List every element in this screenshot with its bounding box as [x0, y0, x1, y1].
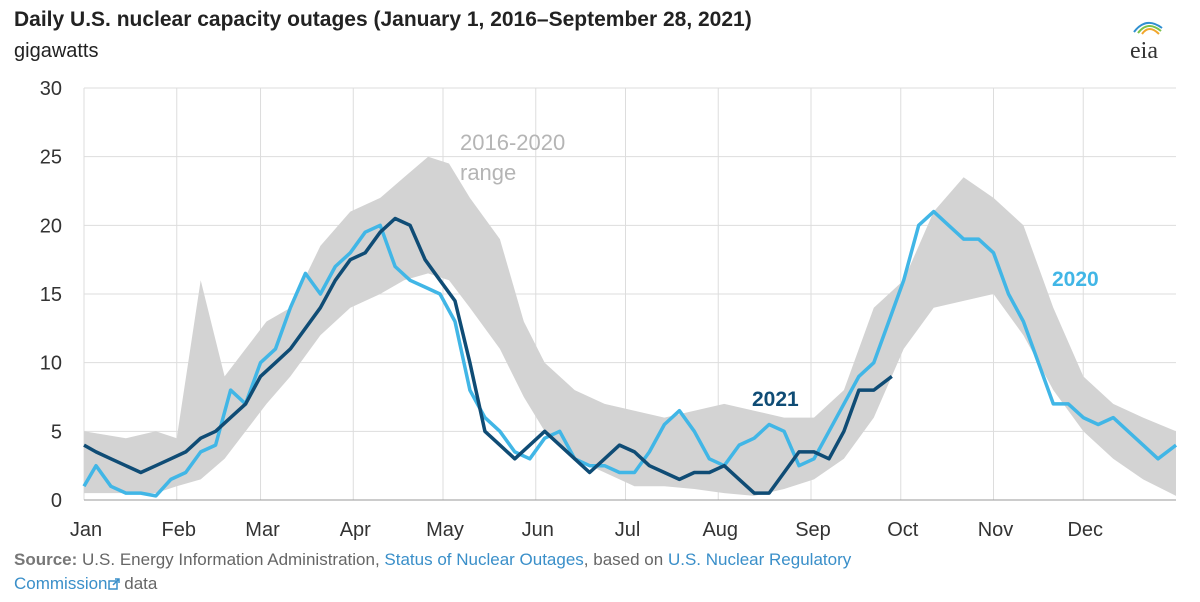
- x-tick-label: Oct: [887, 519, 919, 541]
- x-tick-label: Aug: [702, 519, 738, 541]
- series-line-2020: [82, 209, 1178, 498]
- source-text-1: U.S. Energy Information Administration,: [82, 550, 380, 569]
- eia-logo-icon: eia: [1130, 21, 1163, 64]
- y-tick-label: 5: [51, 421, 62, 443]
- annotations: 2016-2020 range 2021 2020: [460, 130, 1099, 411]
- y-tick-label: 0: [51, 490, 62, 512]
- source-text-3: data: [124, 574, 158, 593]
- x-tick-label: Mar: [245, 519, 280, 541]
- source-link-nrc-1[interactable]: U.S. Nuclear Regulatory: [667, 550, 852, 569]
- y-tick-label: 15: [40, 284, 62, 306]
- chart-title: Daily U.S. nuclear capacity outages (Jan…: [14, 8, 752, 31]
- x-tick-label: Jan: [70, 519, 102, 541]
- y-axis-ticks: 0 5 10 15 20 25 30: [40, 78, 62, 512]
- gridlines: [83, 87, 1176, 501]
- eia-logo: eia: [1114, 14, 1174, 64]
- label-2021: 2021: [752, 388, 799, 411]
- series-lines: [82, 209, 1178, 498]
- source-link-outages[interactable]: Status of Nuclear Outages: [384, 550, 584, 569]
- x-tick-label: Dec: [1067, 519, 1103, 541]
- chart-area: 0 5 10 15 20 25 30 Jan Feb Mar Apr May Jun Jul Aug Sep…: [40, 78, 1178, 541]
- label-2020: 2020: [1052, 268, 1099, 291]
- x-tick-label: Feb: [162, 519, 196, 541]
- series-line-2021: [83, 216, 893, 495]
- range-annotation: 2016-2020: [460, 130, 565, 155]
- source-note: Source: U.S. Energy Information Administ…: [14, 548, 1114, 596]
- external-link-icon[interactable]: [107, 578, 120, 590]
- x-tick-label: Nov: [978, 519, 1014, 541]
- x-tick-label: Jun: [522, 519, 554, 541]
- range-band: [84, 156, 1176, 496]
- units-label: gigawatts: [14, 40, 99, 62]
- y-tick-label: 25: [40, 147, 62, 169]
- range-annotation-line2: range: [460, 160, 516, 185]
- y-tick-label: 30: [40, 78, 62, 100]
- source-label: Source:: [14, 550, 78, 569]
- x-tick-label: Apr: [340, 519, 371, 541]
- source-link-nrc-2[interactable]: Commission: [14, 574, 108, 593]
- range-area: [84, 156, 1176, 496]
- svg-text:eia: eia: [1130, 38, 1158, 64]
- y-tick-label: 20: [40, 215, 62, 237]
- x-tick-label: May: [426, 519, 464, 541]
- x-tick-label: Jul: [615, 519, 641, 541]
- y-tick-label: 10: [40, 353, 62, 375]
- source-text-2: , based on: [583, 550, 664, 569]
- x-tick-label: Sep: [795, 519, 831, 541]
- x-axis-ticks: Jan Feb Mar Apr May Jun Jul Aug Sep Oct Nov Dec: [70, 519, 1103, 541]
